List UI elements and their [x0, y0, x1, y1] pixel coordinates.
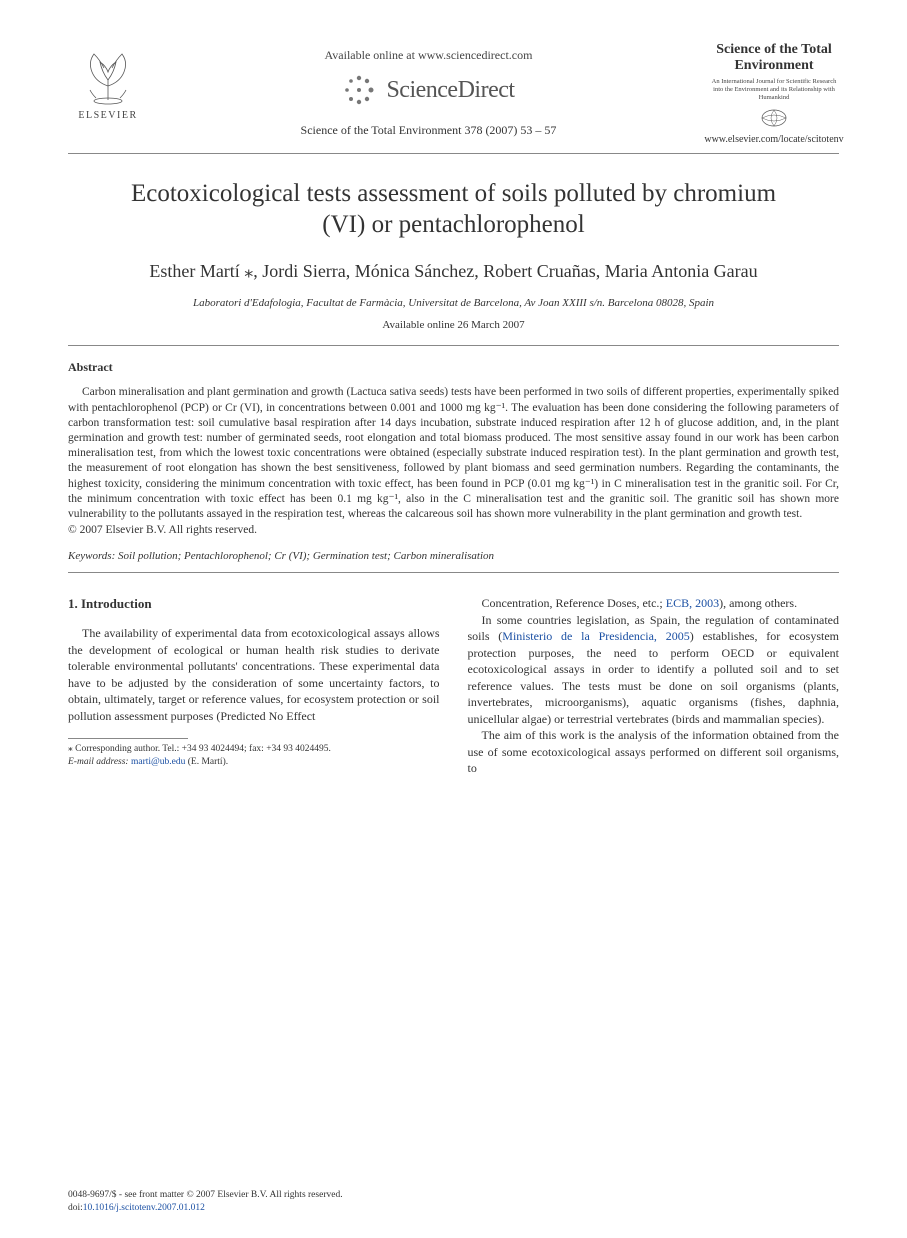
- journal-cover-block: Science of the Total Environment An Inte…: [709, 42, 839, 145]
- footnote-divider: [68, 738, 188, 739]
- header-rule: [68, 153, 839, 154]
- keywords: Keywords: Soil pollution; Pentachlorophe…: [68, 550, 839, 562]
- email-line: E-mail address: marti@ub.edu (E. Martí).: [68, 756, 440, 768]
- intro-paragraph-1-cont: Concentration, Reference Doses, etc.; EC…: [468, 595, 840, 612]
- footer-copyright: 0048-9697/$ - see front matter © 2007 El…: [68, 1189, 839, 1201]
- elsevier-tree-icon: [78, 42, 138, 106]
- authors: Esther Martí ⁎, Jordi Sierra, Mónica Sán…: [68, 260, 839, 283]
- section-heading-intro: 1. Introduction: [68, 595, 440, 613]
- journal-subtitle: An International Journal for Scientific …: [709, 78, 839, 101]
- journal-reference: Science of the Total Environment 378 (20…: [301, 123, 557, 138]
- sciencedirect-text: ScienceDirect: [386, 77, 514, 104]
- page-header: ELSEVIER Available online at www.science…: [68, 42, 839, 145]
- body-columns: 1. Introduction The availability of expe…: [68, 595, 839, 777]
- footer-doi: doi:10.1016/j.scitotenv.2007.01.012: [68, 1202, 839, 1214]
- journal-globe-icon: [760, 108, 788, 128]
- ref-ecb-2003[interactable]: ECB, 2003: [666, 596, 719, 610]
- intro-paragraph-3: The aim of this work is the analysis of …: [468, 727, 840, 777]
- header-center: Available online at www.sciencedirect.co…: [148, 42, 709, 138]
- column-left: 1. Introduction The availability of expe…: [68, 595, 440, 777]
- page-footer: 0048-9697/$ - see front matter © 2007 El…: [68, 1189, 839, 1214]
- corresponding-author: ⁎ Corresponding author. Tel.: +34 93 402…: [68, 743, 440, 755]
- column-right: Concentration, Reference Doses, etc.; EC…: [468, 595, 840, 777]
- elsevier-label: ELSEVIER: [78, 110, 137, 121]
- doi-link[interactable]: 10.1016/j.scitotenv.2007.01.012: [83, 1203, 205, 1213]
- available-online-text: Available online at www.sciencedirect.co…: [325, 48, 533, 63]
- abstract-bottom-rule: [68, 572, 839, 573]
- email-author: (E. Martí).: [188, 757, 228, 767]
- sciencedirect-logo: ScienceDirect: [342, 73, 514, 107]
- email-address[interactable]: marti@ub.edu: [131, 757, 185, 767]
- abstract-top-rule: [68, 345, 839, 346]
- ref-ministerio-2005[interactable]: Ministerio de la Presidencia, 2005: [502, 629, 689, 643]
- intro-paragraph-2: In some countries legislation, as Spain,…: [468, 612, 840, 728]
- abstract-body: Carbon mineralisation and plant germinat…: [68, 385, 839, 522]
- article-title: Ecotoxicological tests assessment of soi…: [108, 178, 799, 241]
- email-label: E-mail address:: [68, 757, 129, 767]
- abstract-copyright: © 2007 Elsevier B.V. All rights reserved…: [68, 524, 839, 536]
- keywords-label: Keywords:: [68, 550, 115, 562]
- keywords-text: Soil pollution; Pentachlorophenol; Cr (V…: [118, 550, 494, 562]
- publication-date: Available online 26 March 2007: [68, 319, 839, 331]
- footnote-block: ⁎ Corresponding author. Tel.: +34 93 402…: [68, 743, 440, 768]
- affiliation: Laboratori d'Edafologia, Facultat de Far…: [68, 297, 839, 309]
- elsevier-logo-block: ELSEVIER: [68, 42, 148, 121]
- journal-url: www.elsevier.com/locate/scitotenv: [704, 134, 843, 145]
- abstract-heading: Abstract: [68, 360, 839, 375]
- sciencedirect-icon: [342, 73, 376, 107]
- intro-paragraph-1: The availability of experimental data fr…: [68, 625, 440, 724]
- journal-title: Science of the Total Environment: [709, 42, 839, 74]
